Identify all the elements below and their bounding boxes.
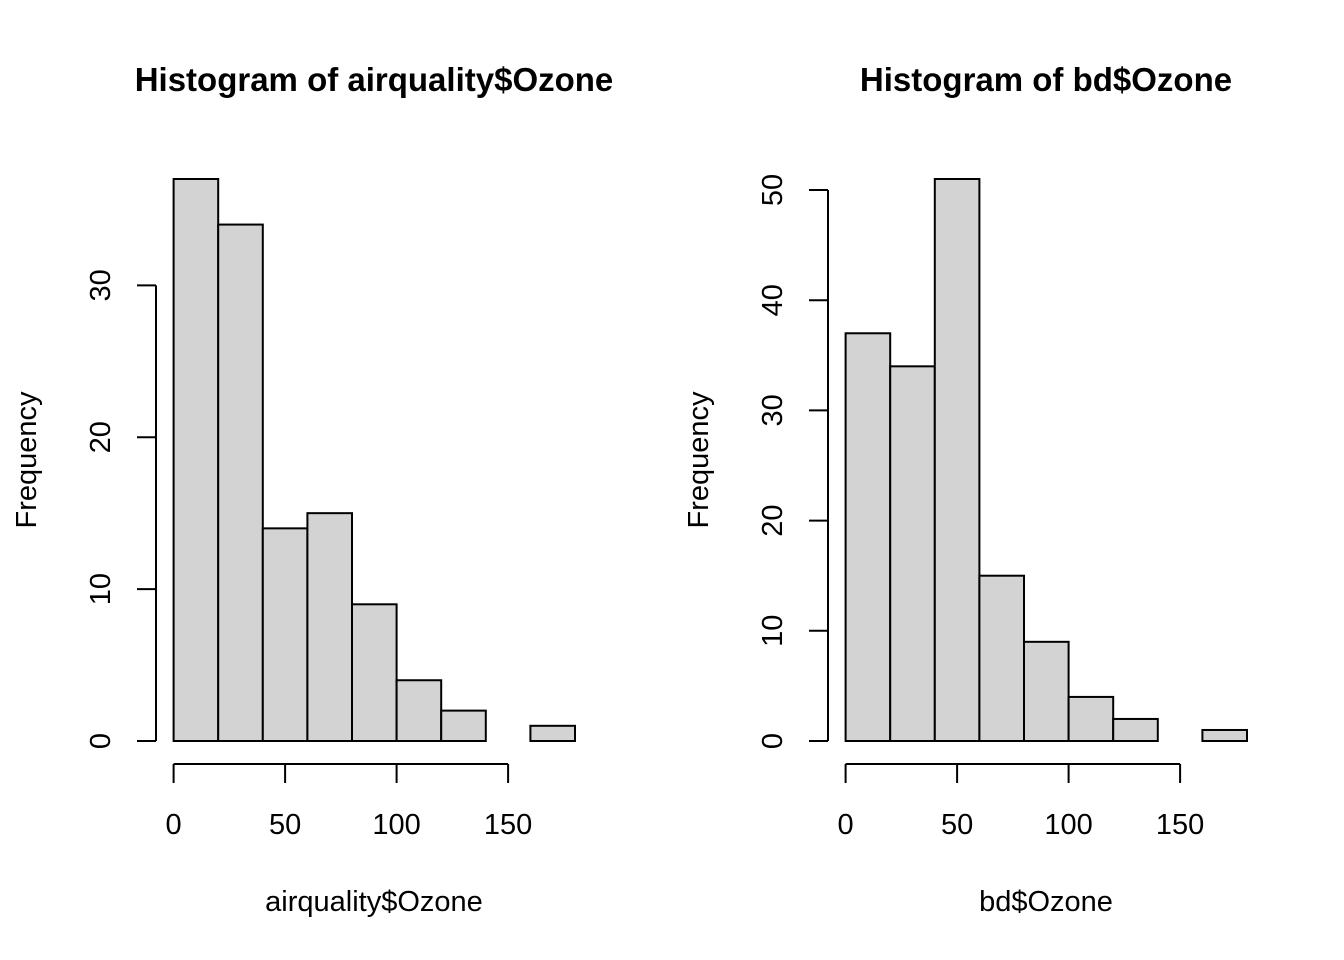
y-tick-label: 10 — [85, 573, 117, 605]
histogram-bar — [1067, 695, 1115, 742]
histogram-bar — [1023, 640, 1070, 743]
histogram-bar — [395, 679, 443, 742]
histogram-bar — [889, 365, 936, 742]
histogram-bar — [1201, 728, 1249, 743]
y-tick-label: 30 — [85, 269, 117, 301]
y-tick-label: 0 — [757, 733, 789, 749]
histogram-bar — [978, 574, 1026, 742]
x-tick-label: 50 — [269, 809, 301, 841]
x-tick-label: 0 — [166, 809, 182, 841]
x-axis-label: airquality$Ozone — [265, 886, 483, 918]
histogram-bar — [217, 223, 264, 742]
histogram-bar — [351, 603, 398, 742]
y-axis-label: Frequency — [683, 391, 715, 529]
histogram-bar — [306, 512, 353, 743]
x-tick-label: 150 — [1156, 809, 1204, 841]
y-tick-label: 50 — [757, 174, 789, 206]
y-tick-label: 10 — [757, 615, 789, 647]
bars — [172, 178, 577, 743]
histogram-bar — [261, 527, 309, 743]
x-tick-label: 0 — [838, 809, 854, 841]
histogram-panel-airquality: Histogram of airquality$Ozone airquality… — [11, 61, 613, 918]
x-tick-label: 50 — [941, 809, 973, 841]
histogram-bar — [172, 178, 220, 742]
histogram-panel-bd: Histogram of bd$Ozone bd$Ozone Frequency… — [683, 61, 1249, 918]
x-tick-label: 100 — [1044, 809, 1092, 841]
histogram-bar — [844, 332, 892, 742]
x-axis: 0 50 100 150 — [166, 763, 532, 841]
bars — [844, 178, 1249, 743]
x-axis: 0 50 100 150 — [838, 763, 1204, 841]
y-tick-label: 20 — [85, 421, 117, 453]
histogram-bar — [529, 724, 577, 742]
x-tick-label: 150 — [484, 809, 532, 841]
y-axis-label: Frequency — [11, 391, 43, 529]
y-tick-label: 40 — [757, 284, 789, 316]
y-axis: 0 10 20 30 — [85, 269, 157, 749]
histogram-bar — [1112, 717, 1159, 742]
y-tick-label: 20 — [757, 504, 789, 536]
histogram-bar — [933, 178, 981, 742]
histogram-bar — [440, 709, 487, 743]
y-tick-label: 0 — [85, 733, 117, 749]
y-tick-label: 30 — [757, 394, 789, 426]
x-axis-label: bd$Ozone — [979, 886, 1113, 918]
y-axis: 0 10 20 30 40 50 — [757, 174, 829, 749]
chart-title: Histogram of airquality$Ozone — [135, 61, 614, 98]
chart-title: Histogram of bd$Ozone — [860, 61, 1232, 98]
x-tick-label: 100 — [372, 809, 420, 841]
